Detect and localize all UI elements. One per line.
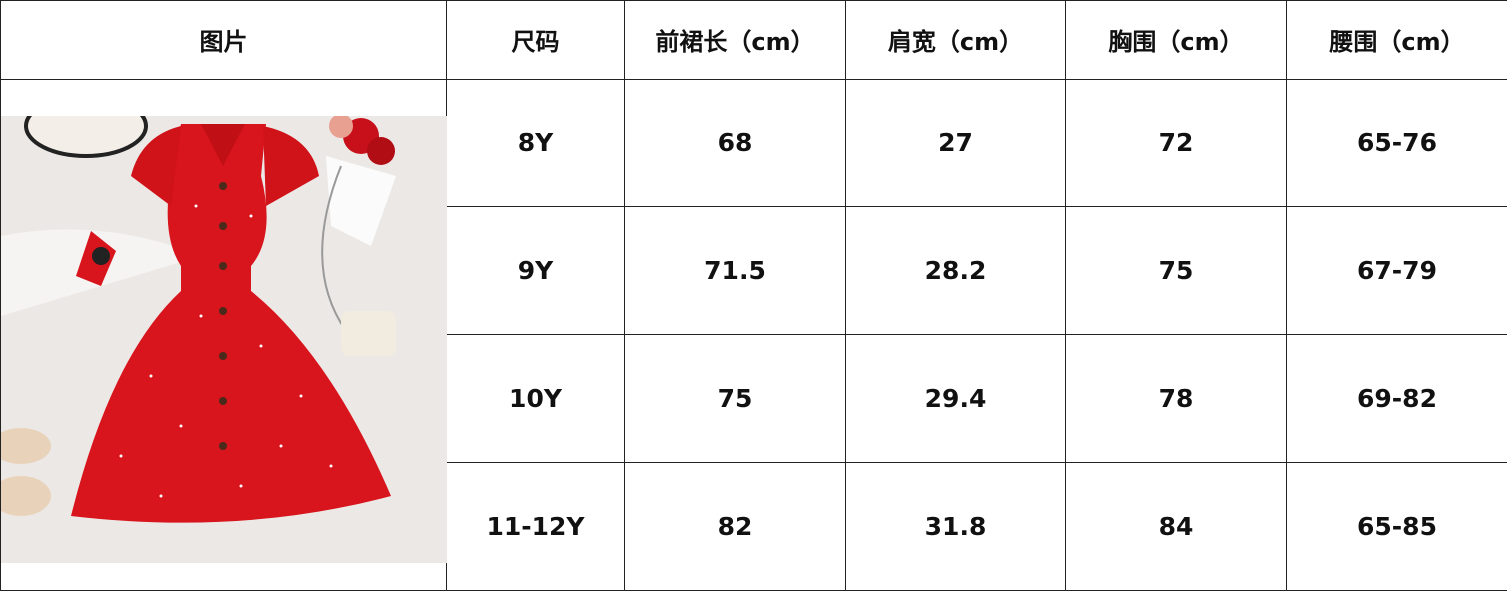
waist-cell: 65-85 [1286,462,1507,591]
bust-cell: 78 [1065,334,1287,464]
table-row: 8Y 68 27 72 65-76 [0,78,1507,592]
header-image: 图片 [0,0,447,80]
front-length-cell: 71.5 [624,206,846,336]
table-row: 9Y 71.5 28.2 75 67-79 [1,206,1507,336]
waist-cell: 65-76 [1286,78,1507,208]
size-cell: 8Y [446,78,625,208]
bust-cell: 84 [1065,462,1287,591]
product-image-cell [0,78,447,592]
bust-cell: 75 [1065,206,1287,336]
header-row: 图片 尺码 前裙长（cm） 肩宽（cm） 胸围（cm） 腰围（cm） [0,0,1507,80]
shoulder-cell: 28.2 [845,206,1066,336]
header-front-length: 前裙长（cm） [624,0,846,80]
product-image [1,115,447,563]
front-length-cell: 82 [624,462,846,591]
table-row: 10Y 75 29.4 78 69-82 [1,334,1507,464]
shoulder-cell: 31.8 [845,462,1066,591]
bust-cell: 72 [1065,78,1287,208]
front-length-cell: 75 [624,334,846,464]
shoulder-cell: 27 [845,78,1066,208]
waist-cell: 67-79 [1286,206,1507,336]
size-cell: 10Y [446,334,625,464]
header-size: 尺码 [446,0,625,80]
size-cell: 9Y [446,206,625,336]
size-cell: 11-12Y [446,462,625,591]
waist-cell: 69-82 [1286,334,1507,464]
shoulder-cell: 29.4 [845,334,1066,464]
header-bust: 胸围（cm） [1065,0,1287,80]
header-waist: 腰围（cm） [1286,0,1507,80]
header-shoulder: 肩宽（cm） [845,0,1066,80]
front-length-cell: 68 [624,78,846,208]
table-row: 11-12Y 82 31.8 84 65-85 [1,462,1507,591]
